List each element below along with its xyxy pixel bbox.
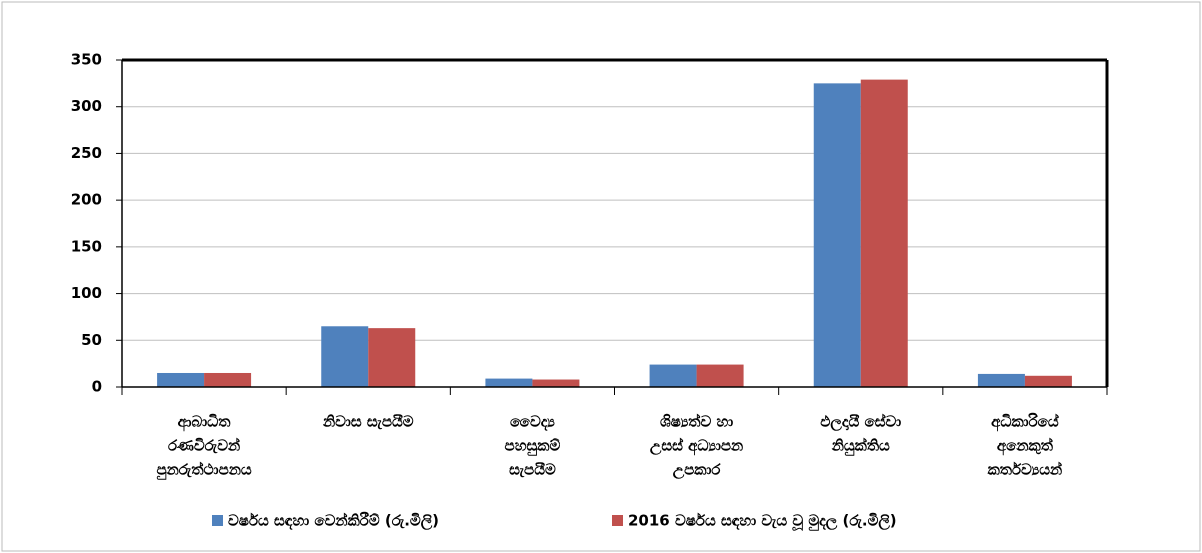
bar	[696, 364, 744, 387]
x-tick-label: උසස් අධ්‍යාපන	[650, 436, 743, 455]
x-tick-label: අධිකාරියේ	[991, 412, 1059, 431]
x-tick-label: පුනරුත්ථාපනය	[156, 460, 251, 480]
x-tick-label: නියුක්තිය	[831, 436, 890, 456]
bar	[649, 364, 697, 387]
x-tick-label: පහසුකම්	[505, 437, 561, 457]
bar	[860, 79, 908, 388]
x-tick-label: ආබාධිත	[178, 413, 232, 432]
bar	[321, 326, 369, 387]
bar	[368, 328, 416, 387]
x-tick-label: නිවාස සැපයීම	[322, 413, 414, 431]
y-tick-label: 300	[71, 97, 102, 115]
x-tick-label: කර්තව්‍යයන්	[988, 460, 1063, 478]
bar	[204, 372, 252, 387]
x-tick-label: ඵලදායී සේවා	[820, 412, 901, 431]
x-tick-label: වෛද්‍ය	[510, 413, 555, 432]
bar	[977, 373, 1025, 387]
legend-swatch	[612, 515, 623, 526]
y-tick-label: 150	[71, 237, 102, 255]
bar	[157, 372, 205, 387]
legend-label: 2016 වර්ෂය සඳහා වැය වූ මුදල (රු.මිලි)	[628, 512, 897, 532]
bar	[485, 378, 533, 387]
bar	[813, 83, 861, 387]
legend-swatch	[212, 515, 223, 526]
x-tick-label: අනෙකුත්	[997, 436, 1054, 455]
x-tick-label: උපකාර	[673, 461, 722, 480]
legend-label: වර්ෂය සඳහා වෙන්කිරීම් (රු.මිලි)	[228, 511, 439, 530]
x-tick-label: සැපයීම	[509, 461, 556, 479]
bar	[532, 379, 580, 387]
y-tick-label: 0	[92, 378, 102, 396]
y-tick-label: 50	[81, 331, 102, 349]
y-tick-label: 200	[71, 191, 102, 209]
x-tick-label: රණවිරුවන්	[168, 436, 240, 454]
y-tick-label: 100	[71, 284, 102, 302]
bar	[1024, 375, 1072, 387]
y-tick-label: 250	[71, 144, 102, 162]
x-tick-label: ශිෂ්‍යත්ව හා	[660, 412, 733, 430]
y-tick-label: 350	[71, 51, 102, 69]
